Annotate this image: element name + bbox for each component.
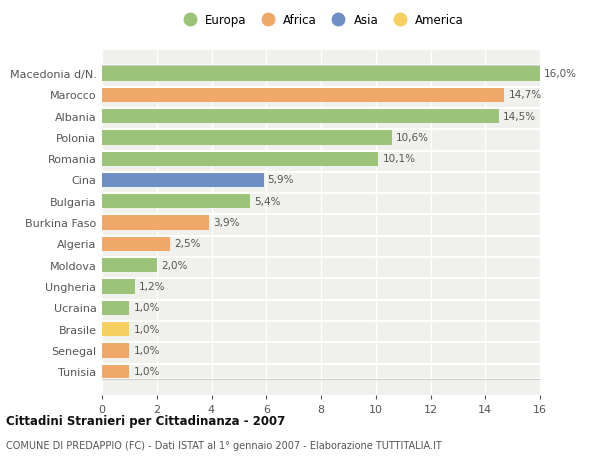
Text: 10,1%: 10,1% xyxy=(383,154,416,164)
Bar xyxy=(102,130,392,145)
Text: 16,0%: 16,0% xyxy=(544,69,577,79)
Text: Cittadini Stranieri per Cittadinanza - 2007: Cittadini Stranieri per Cittadinanza - 2… xyxy=(6,414,285,427)
Bar xyxy=(102,66,540,81)
Bar xyxy=(102,151,379,167)
Bar xyxy=(102,300,130,315)
Bar xyxy=(102,342,130,358)
Text: 2,0%: 2,0% xyxy=(161,260,187,270)
Text: 10,6%: 10,6% xyxy=(396,133,429,143)
Bar xyxy=(102,215,209,230)
Legend: Europa, Africa, Asia, America: Europa, Africa, Asia, America xyxy=(176,11,466,29)
Text: 2,5%: 2,5% xyxy=(175,239,201,249)
Bar xyxy=(102,257,157,273)
Text: 3,9%: 3,9% xyxy=(213,218,239,228)
Text: 1,0%: 1,0% xyxy=(133,366,160,376)
Bar xyxy=(102,173,263,188)
Text: 5,4%: 5,4% xyxy=(254,196,280,207)
Bar xyxy=(102,279,135,294)
Text: 1,0%: 1,0% xyxy=(133,345,160,355)
Text: 14,5%: 14,5% xyxy=(503,112,536,121)
Bar xyxy=(102,194,250,209)
Bar xyxy=(102,364,130,379)
Bar xyxy=(102,109,499,124)
Text: 1,2%: 1,2% xyxy=(139,281,166,291)
Bar xyxy=(102,321,130,336)
Text: 5,9%: 5,9% xyxy=(268,175,294,185)
Bar xyxy=(102,87,505,103)
Text: COMUNE DI PREDAPPIO (FC) - Dati ISTAT al 1° gennaio 2007 - Elaborazione TUTTITAL: COMUNE DI PREDAPPIO (FC) - Dati ISTAT al… xyxy=(6,440,442,450)
Text: 1,0%: 1,0% xyxy=(133,324,160,334)
Bar xyxy=(102,236,170,252)
Text: 14,7%: 14,7% xyxy=(509,90,542,100)
Text: 1,0%: 1,0% xyxy=(133,302,160,313)
